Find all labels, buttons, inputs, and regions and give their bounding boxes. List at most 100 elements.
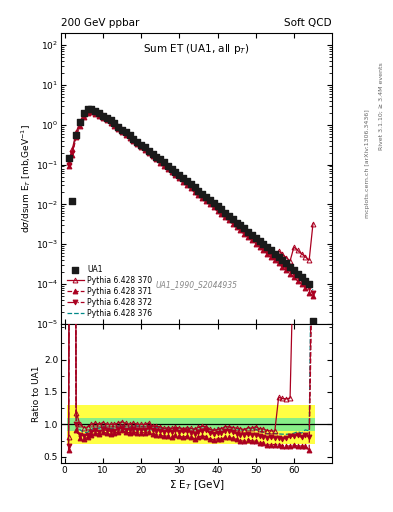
Pythia 6.428 372 [196,190,201,196]
UA1 [291,266,297,274]
UA1 [211,199,217,207]
Pythia 6.428 370 [89,106,94,112]
UA1 [184,177,190,185]
Pythia 6.428 371 [173,172,178,178]
Pythia 6.428 370 [196,188,201,195]
Pythia 6.428 372 [310,290,315,296]
UA1 [104,114,110,122]
UA1 [157,155,163,163]
UA1 [241,224,247,232]
Pythia 6.428 370 [288,258,292,264]
Pythia 6.428 370 [303,254,308,260]
Y-axis label: Ratio to UA1: Ratio to UA1 [32,366,41,422]
UA1 [260,240,266,248]
Pythia 6.428 370 [66,158,71,164]
Text: Soft QCD: Soft QCD [285,18,332,28]
Pythia 6.428 370 [143,144,147,151]
UA1 [268,246,274,254]
UA1 [237,221,244,229]
Pythia 6.428 371 [280,264,285,270]
UA1 [65,154,72,162]
UA1 [142,143,148,152]
UA1 [264,243,270,251]
UA1 [226,212,232,221]
Pythia 6.428 372 [173,170,178,177]
Pythia 6.428 376 [173,170,178,176]
UA1 [207,196,213,204]
UA1 [123,128,129,136]
UA1 [295,270,301,278]
Pythia 6.428 372 [127,134,132,140]
UA1 [218,205,224,214]
UA1 [173,168,179,176]
UA1 [253,234,259,243]
Y-axis label: d$\sigma$/dsum E$_T$ [mb,GeV$^{-1}$]: d$\sigma$/dsum E$_T$ [mb,GeV$^{-1}$] [19,124,33,233]
UA1 [298,273,305,281]
UA1 [84,105,91,113]
UA1 [149,150,156,158]
UA1 [176,171,182,179]
UA1 [306,280,312,288]
Pythia 6.428 376 [196,189,201,195]
UA1 [249,231,255,239]
UA1 [214,202,220,210]
Pythia 6.428 372 [89,108,94,114]
Pythia 6.428 371 [66,163,71,169]
UA1 [96,109,102,117]
UA1 [107,116,114,124]
Text: Sum ET (UA1, all p$_T$): Sum ET (UA1, all p$_T$) [143,42,250,56]
UA1 [302,277,309,285]
Pythia 6.428 371 [310,293,315,299]
Line: Pythia 6.428 371: Pythia 6.428 371 [66,110,316,298]
Pythia 6.428 376 [310,287,315,293]
Line: Pythia 6.428 372: Pythia 6.428 372 [66,109,316,295]
UA1 [275,253,282,261]
Pythia 6.428 371 [143,147,147,153]
Text: Rivet 3.1.10; ≥ 3.4M events: Rivet 3.1.10; ≥ 3.4M events [378,62,384,150]
Pythia 6.428 370 [173,170,178,176]
UA1 [287,263,293,271]
Pythia 6.428 376 [143,145,147,151]
Pythia 6.428 371 [89,109,94,115]
Pythia 6.428 376 [303,280,308,286]
UA1 [100,112,106,120]
UA1 [165,161,171,169]
UA1 [199,190,206,199]
Line: Pythia 6.428 370: Pythia 6.428 370 [66,106,316,264]
Pythia 6.428 376 [66,160,71,166]
UA1 [161,158,167,166]
Text: mcplots.cern.ch [arXiv:1306.3436]: mcplots.cern.ch [arXiv:1306.3436] [365,110,370,219]
Pythia 6.428 370 [127,132,132,138]
UA1 [127,131,133,139]
UA1 [73,131,79,139]
Text: UA1_1990_S2044935: UA1_1990_S2044935 [156,280,237,289]
UA1 [310,316,316,325]
Text: 200 GeV ppbar: 200 GeV ppbar [61,18,139,28]
UA1 [115,122,121,131]
Pythia 6.428 372 [303,281,308,287]
UA1 [180,174,186,182]
UA1 [130,135,137,143]
UA1 [146,147,152,155]
Pythia 6.428 370 [280,251,285,258]
UA1 [283,260,289,268]
UA1 [233,219,240,227]
Pythia 6.428 376 [127,133,132,139]
Line: Pythia 6.428 376: Pythia 6.428 376 [68,111,313,290]
Pythia 6.428 376 [280,260,285,266]
UA1 [230,216,236,224]
Pythia 6.428 376 [89,108,94,114]
UA1 [187,180,194,188]
UA1 [191,183,198,191]
Pythia 6.428 371 [196,191,201,198]
UA1 [169,164,175,173]
UA1 [81,109,87,117]
Pythia 6.428 372 [66,162,71,168]
Pythia 6.428 372 [143,146,147,152]
UA1 [203,194,209,202]
X-axis label: $\Sigma$ E$_T$ [GeV]: $\Sigma$ E$_T$ [GeV] [169,478,224,492]
UA1 [272,249,278,258]
UA1 [88,105,95,113]
UA1 [69,197,75,205]
UA1 [92,107,98,115]
